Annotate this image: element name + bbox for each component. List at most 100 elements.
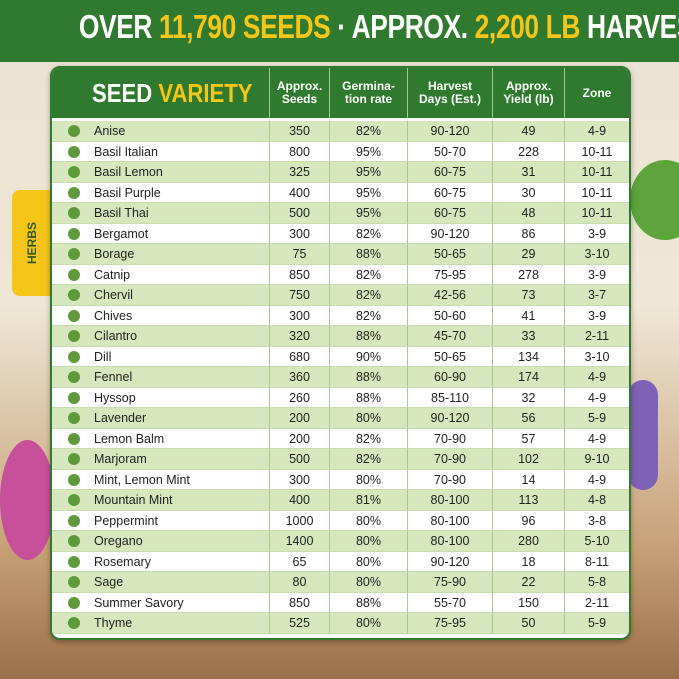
table-cell: 41 (492, 305, 564, 326)
variety-name: Summer Savory (52, 593, 269, 613)
table-cell: 48 (492, 203, 564, 224)
table-cell: 200 (269, 428, 329, 449)
table-cell: 1400 (269, 531, 329, 552)
table-cell: 90-120 (407, 551, 492, 572)
table-cell: 3-9 (564, 264, 629, 285)
table-row: Hyssop 260 88% 85-110 32 4-9 (52, 387, 629, 408)
table-row: Borage 75 88% 50-65 29 3-10 (52, 244, 629, 265)
table-cell: 80-100 (407, 490, 492, 511)
variety-name: Bergamot (52, 224, 269, 244)
title-part: 11,790 SEEDS (159, 8, 331, 45)
variety-name: Mountain Mint (52, 490, 269, 511)
table-cell: 5-10 (564, 531, 629, 552)
herb-icon (68, 145, 80, 158)
variety-heading: SEED VARIETY (92, 78, 252, 109)
table-cell: 70-90 (407, 449, 492, 470)
variety-name: Basil Thai (52, 203, 269, 224)
table-row: Basil Thai 500 95% 60-75 48 10-11 (52, 203, 629, 224)
table-cell: 80-100 (407, 510, 492, 531)
table-cell: 86 (492, 223, 564, 244)
herb-icon (68, 432, 80, 445)
table-cell: 10-11 (564, 182, 629, 203)
herb-icon (68, 207, 80, 219)
herb-icon (68, 514, 80, 527)
table-cell: 4-9 (564, 367, 629, 388)
table-cell: 350 (269, 121, 329, 142)
herb-icon (68, 453, 80, 465)
table-cell: 300 (269, 223, 329, 244)
herb-icon (68, 248, 80, 260)
table-cell: 90% (329, 346, 407, 367)
table-cell: 500 (269, 449, 329, 470)
table-cell: 60-75 (407, 203, 492, 224)
table-row: Catnip 850 82% 75-95 278 3-9 (52, 264, 629, 285)
table-cell: 88% (329, 592, 407, 613)
table-row: Lavender 200 80% 90-120 56 5-9 (52, 408, 629, 429)
herb-icon (68, 268, 80, 281)
herb-icon (68, 535, 80, 547)
table-cell: 50-60 (407, 305, 492, 326)
table-cell: 174 (492, 367, 564, 388)
table-row: Dill 680 90% 50-65 134 3-10 (52, 346, 629, 367)
table-cell: 325 (269, 162, 329, 183)
table-cell: 80% (329, 531, 407, 552)
table-cell: 4-9 (564, 387, 629, 408)
table-cell: 228 (492, 141, 564, 162)
herb-icon (68, 350, 80, 363)
table-cell: 80-100 (407, 531, 492, 552)
variety-name: Basil Lemon (52, 162, 269, 183)
column-header: Zone (564, 68, 629, 118)
table-cell: 113 (492, 490, 564, 511)
herb-icon (68, 555, 80, 568)
variety-name: Borage (52, 244, 269, 265)
herb-icon (68, 166, 80, 178)
table-cell: 4-9 (564, 428, 629, 449)
table-cell: 400 (269, 182, 329, 203)
herb-icon (68, 125, 80, 137)
table-cell: 9-10 (564, 449, 629, 470)
table-cell: 300 (269, 305, 329, 326)
variety-name: Fennel (52, 367, 269, 388)
table-cell: 200 (269, 408, 329, 429)
table-cell: 8-11 (564, 551, 629, 572)
variety-name: Basil Purple (52, 183, 269, 203)
table-cell: 80% (329, 572, 407, 593)
variety-name: Mint, Lemon Mint (52, 470, 269, 490)
table-row: Summer Savory 850 88% 55-70 150 2-11 (52, 592, 629, 613)
table-cell: 5-8 (564, 572, 629, 593)
table-cell: 80% (329, 551, 407, 572)
table-cell: 4-9 (564, 121, 629, 142)
table-cell: 95% (329, 141, 407, 162)
variety-name: Peppermint (52, 511, 269, 531)
table-cell: 278 (492, 264, 564, 285)
title-part: HARVEST (586, 8, 679, 45)
seed-table: SEED VARIETY Approx. Seeds Germina-tion r… (50, 66, 631, 640)
variety-name: Cilantro (52, 326, 269, 347)
table-cell: 3-7 (564, 285, 629, 306)
table-cell: 88% (329, 367, 407, 388)
table-cell: 30 (492, 182, 564, 203)
variety-name: Basil Italian (52, 142, 269, 162)
table-cell: 96 (492, 510, 564, 531)
table-cell: 10-11 (564, 141, 629, 162)
title-part: 2,200 LB (474, 8, 581, 45)
title: OVER 11,790 SEEDS · APPROX. 2,200 LB HAR… (0, 8, 679, 46)
table-cell: 95% (329, 162, 407, 183)
table-cell: 280 (492, 531, 564, 552)
table-cell: 2-11 (564, 326, 629, 347)
table-row: Mint, Lemon Mint 300 80% 70-90 14 4-9 (52, 469, 629, 490)
basil-decoration (630, 160, 679, 240)
table-cell: 90-120 (407, 408, 492, 429)
variety-name: Rosemary (52, 552, 269, 572)
herb-icon (68, 186, 80, 199)
table-cell: 850 (269, 264, 329, 285)
table-cell: 5-9 (564, 408, 629, 429)
table-cell: 2-11 (564, 592, 629, 613)
variety-name: Dill (52, 347, 269, 367)
table-cell: 10-11 (564, 203, 629, 224)
table-row: Basil Italian 800 95% 50-70 228 10-11 (52, 141, 629, 162)
table-cell: 82% (329, 428, 407, 449)
table-cell: 95% (329, 203, 407, 224)
table-row: Peppermint 1000 80% 80-100 96 3-8 (52, 510, 629, 531)
table-cell: 4-8 (564, 490, 629, 511)
